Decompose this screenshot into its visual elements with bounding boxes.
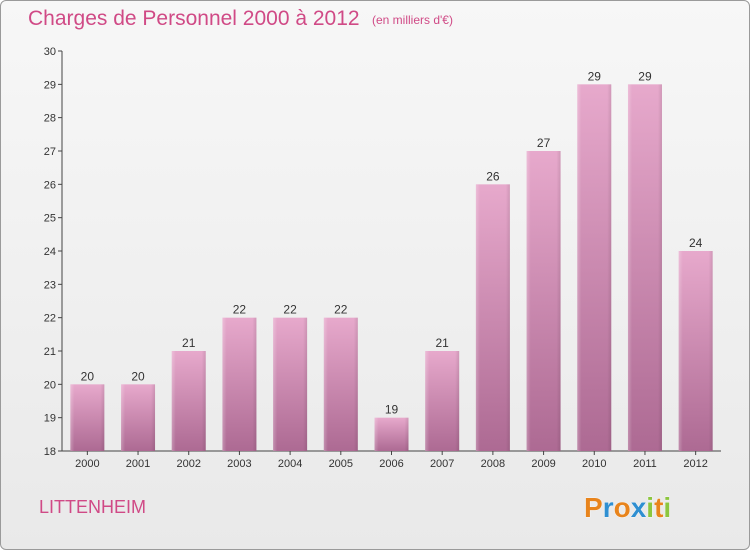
x-tick-label-2007: 2007	[430, 458, 454, 470]
data-label-2000: 20	[81, 369, 95, 383]
data-label-2007: 21	[436, 336, 450, 350]
y-tick-label: 19	[44, 413, 56, 425]
y-tick-label: 29	[44, 79, 56, 91]
logo-letter: P	[584, 492, 603, 523]
y-tick-label: 18	[44, 446, 56, 458]
y-tick-label: 25	[44, 213, 56, 225]
proxiti-logo-mark: Proxiti	[584, 492, 672, 524]
chart-subtitle: (en milliers d'€)	[372, 13, 453, 27]
bar-sheen-2010	[577, 84, 612, 451]
proxiti-logo: Proxiti	[582, 489, 692, 525]
data-label-2003: 22	[233, 303, 247, 317]
bar-sheen-2003	[222, 317, 257, 451]
data-label-2012: 24	[689, 236, 703, 250]
commune-name: LITTENHEIM	[39, 497, 147, 517]
data-labels: 20 20 21 22 22 22 19 21 26 27 29 29 24	[81, 69, 703, 416]
data-label-2001: 20	[131, 369, 145, 383]
x-axis: 2000 2001 2002 2003 2004 2005 2006 2007 2008 2009…	[62, 450, 721, 470]
x-tick-label-2001: 2001	[126, 458, 150, 470]
x-tick-label-2006: 2006	[379, 458, 403, 470]
data-label-2009: 27	[537, 136, 551, 150]
bars	[70, 84, 713, 452]
data-label-2008: 26	[486, 169, 500, 183]
x-tick-label-2004: 2004	[278, 458, 302, 470]
y-tick-label: 26	[44, 179, 56, 191]
y-axis: 18 19 20 21 22 23 24 25 26 27 28 29 30	[44, 46, 63, 458]
x-tick-label-2003: 2003	[227, 458, 251, 470]
logo-letter: i	[663, 492, 671, 523]
y-tick-label: 27	[44, 146, 56, 158]
bar-sheen-2005	[323, 317, 358, 451]
bar-sheen-2009	[526, 151, 561, 451]
logo-letter: t	[654, 492, 663, 523]
bar-sheen-2001	[121, 384, 156, 451]
bar-sheen-2011	[627, 84, 662, 451]
y-tick-label: 21	[44, 346, 56, 358]
proxiti-logo-text: Proxiti	[584, 492, 671, 523]
bar-sheen-2007	[425, 351, 460, 451]
y-tick-label: 20	[44, 379, 56, 391]
x-tick-label-2011: 2011	[633, 458, 657, 470]
bar-sheen-2000	[70, 384, 105, 451]
x-tick-label-2012: 2012	[683, 458, 707, 470]
logo-letter: o	[614, 492, 631, 523]
y-tick-label: 23	[44, 279, 56, 291]
bar-sheen-2004	[273, 317, 308, 451]
x-tick-label-2000: 2000	[75, 458, 99, 470]
y-tick-label: 28	[44, 113, 56, 125]
x-tick-label-2005: 2005	[329, 458, 353, 470]
bar-sheen-2002	[171, 351, 206, 451]
bar-sheen-2012	[678, 251, 713, 451]
logo-letter: i	[646, 492, 654, 523]
x-tick-label-2010: 2010	[582, 458, 606, 470]
y-tick-label: 24	[44, 246, 56, 258]
x-tick-label-2002: 2002	[176, 458, 200, 470]
data-label-2006: 19	[385, 403, 399, 417]
bar-sheen-2008	[475, 184, 510, 452]
data-label-2002: 21	[182, 336, 196, 350]
y-tick-label: 30	[44, 46, 56, 58]
x-tick-label-2009: 2009	[531, 458, 555, 470]
bar-sheen-2006	[374, 417, 409, 451]
data-label-2005: 22	[334, 303, 348, 317]
chart-title: Charges de Personnel 2000 à 2012	[28, 7, 360, 30]
x-tick-label-2008: 2008	[481, 458, 505, 470]
logo-letter: x	[631, 492, 647, 523]
logo-letter: r	[603, 492, 614, 523]
data-label-2010: 29	[588, 69, 602, 83]
data-label-2011: 29	[638, 69, 652, 83]
y-tick-label: 22	[44, 313, 56, 325]
data-label-2004: 22	[283, 303, 297, 317]
